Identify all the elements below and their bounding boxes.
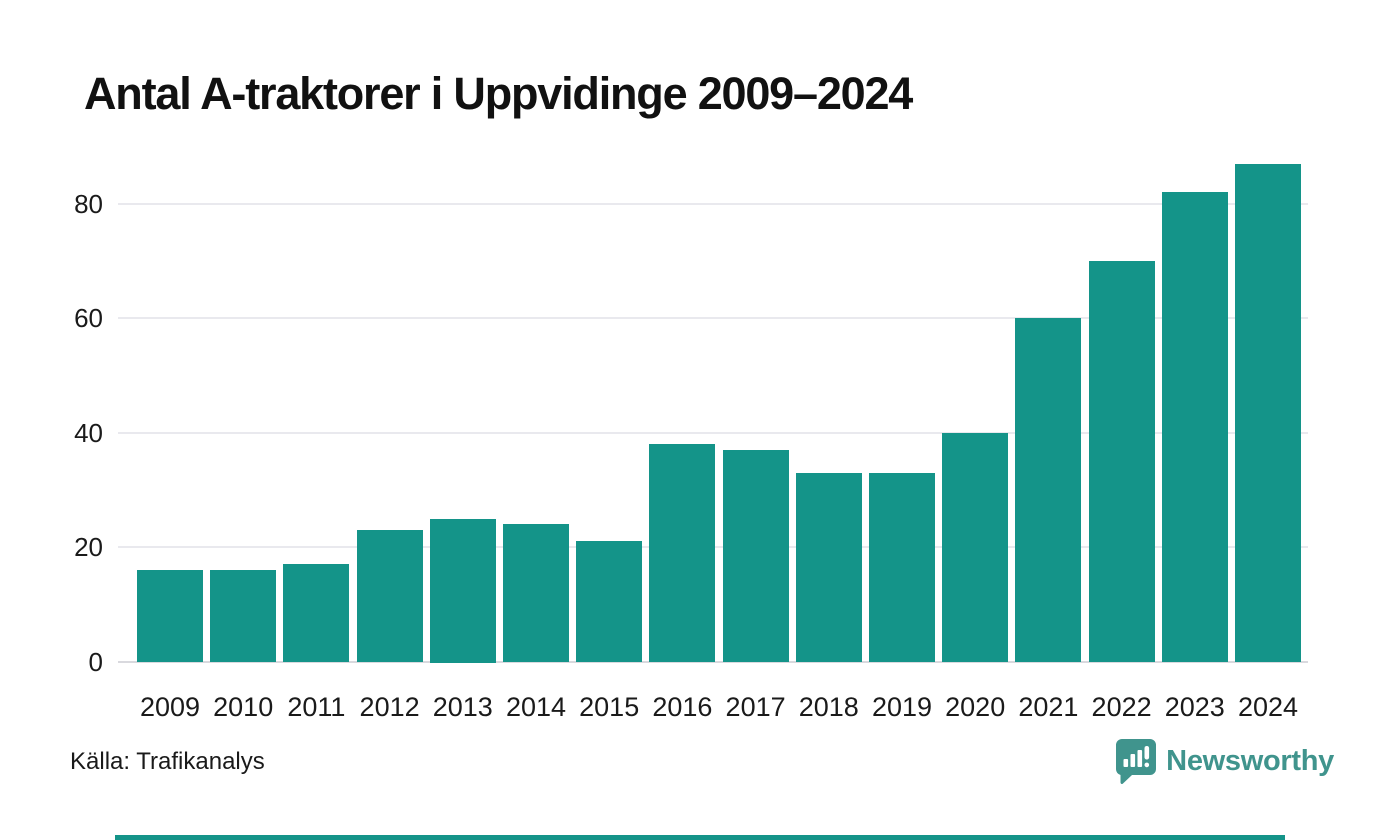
bar-2012 [356,529,423,663]
y-gridline [118,431,1308,434]
bar-2016 [649,444,716,663]
newsworthy-icon [1116,739,1157,784]
bar-2011 [283,564,350,663]
x-axis-tick-label: 2021 [1018,692,1079,722]
x-axis-tick-label: 2022 [1091,692,1152,722]
bar-2020 [942,432,1009,663]
source-label: Källa: Trafikanalys [70,748,265,775]
y-axis-tick-label: 20 [74,532,103,563]
x-axis-tick-label: 2018 [798,692,859,722]
brand-logo: Newsworthy [1115,738,1334,784]
chart-title: Antal A-traktorer i Uppvidinge 2009–2024 [84,68,913,119]
y-gridline [118,202,1308,205]
x-axis-tick-label: 2016 [652,692,713,722]
x-axis-tick-label: 2017 [725,692,786,722]
bar-2009 [137,569,203,663]
bar-2015 [576,541,643,663]
brand-name: Newsworthy [1166,744,1334,777]
bar-2014 [503,524,569,663]
x-axis-tick-label: 2011 [287,692,346,722]
x-axis-tick-label: 2014 [505,692,567,722]
x-axis-tick-label: 2023 [1164,692,1225,722]
x-axis-tick-label: 2020 [945,692,1006,722]
bar-2019 [869,472,935,663]
y-gridline [118,317,1308,320]
x-axis-tick-label: 2009 [139,692,201,722]
bar-2022 [1088,261,1155,663]
y-axis-tick-label: 0 [88,646,103,677]
bottom-accent-strip [115,835,1285,840]
x-axis-tick-label: 2015 [579,692,640,722]
x-axis-tick-label: 2024 [1237,692,1299,722]
y-axis-tick-label: 40 [74,417,103,448]
y-axis-tick-label: 80 [74,188,103,219]
bar-2023 [1161,192,1228,663]
bar-2017 [722,449,789,663]
x-axis-tick-label: 2019 [871,692,933,722]
x-axis-tick-label: 2012 [359,692,420,722]
bar-2021 [1015,318,1082,663]
bar-2024 [1235,163,1301,663]
bar-2010 [210,569,277,663]
x-axis-tick-label: 2013 [432,692,493,722]
x-axis-tick-label: 2010 [213,692,274,722]
bar-2013 [429,518,496,663]
bar-2018 [795,472,862,663]
y-axis-tick-label: 60 [74,303,103,334]
